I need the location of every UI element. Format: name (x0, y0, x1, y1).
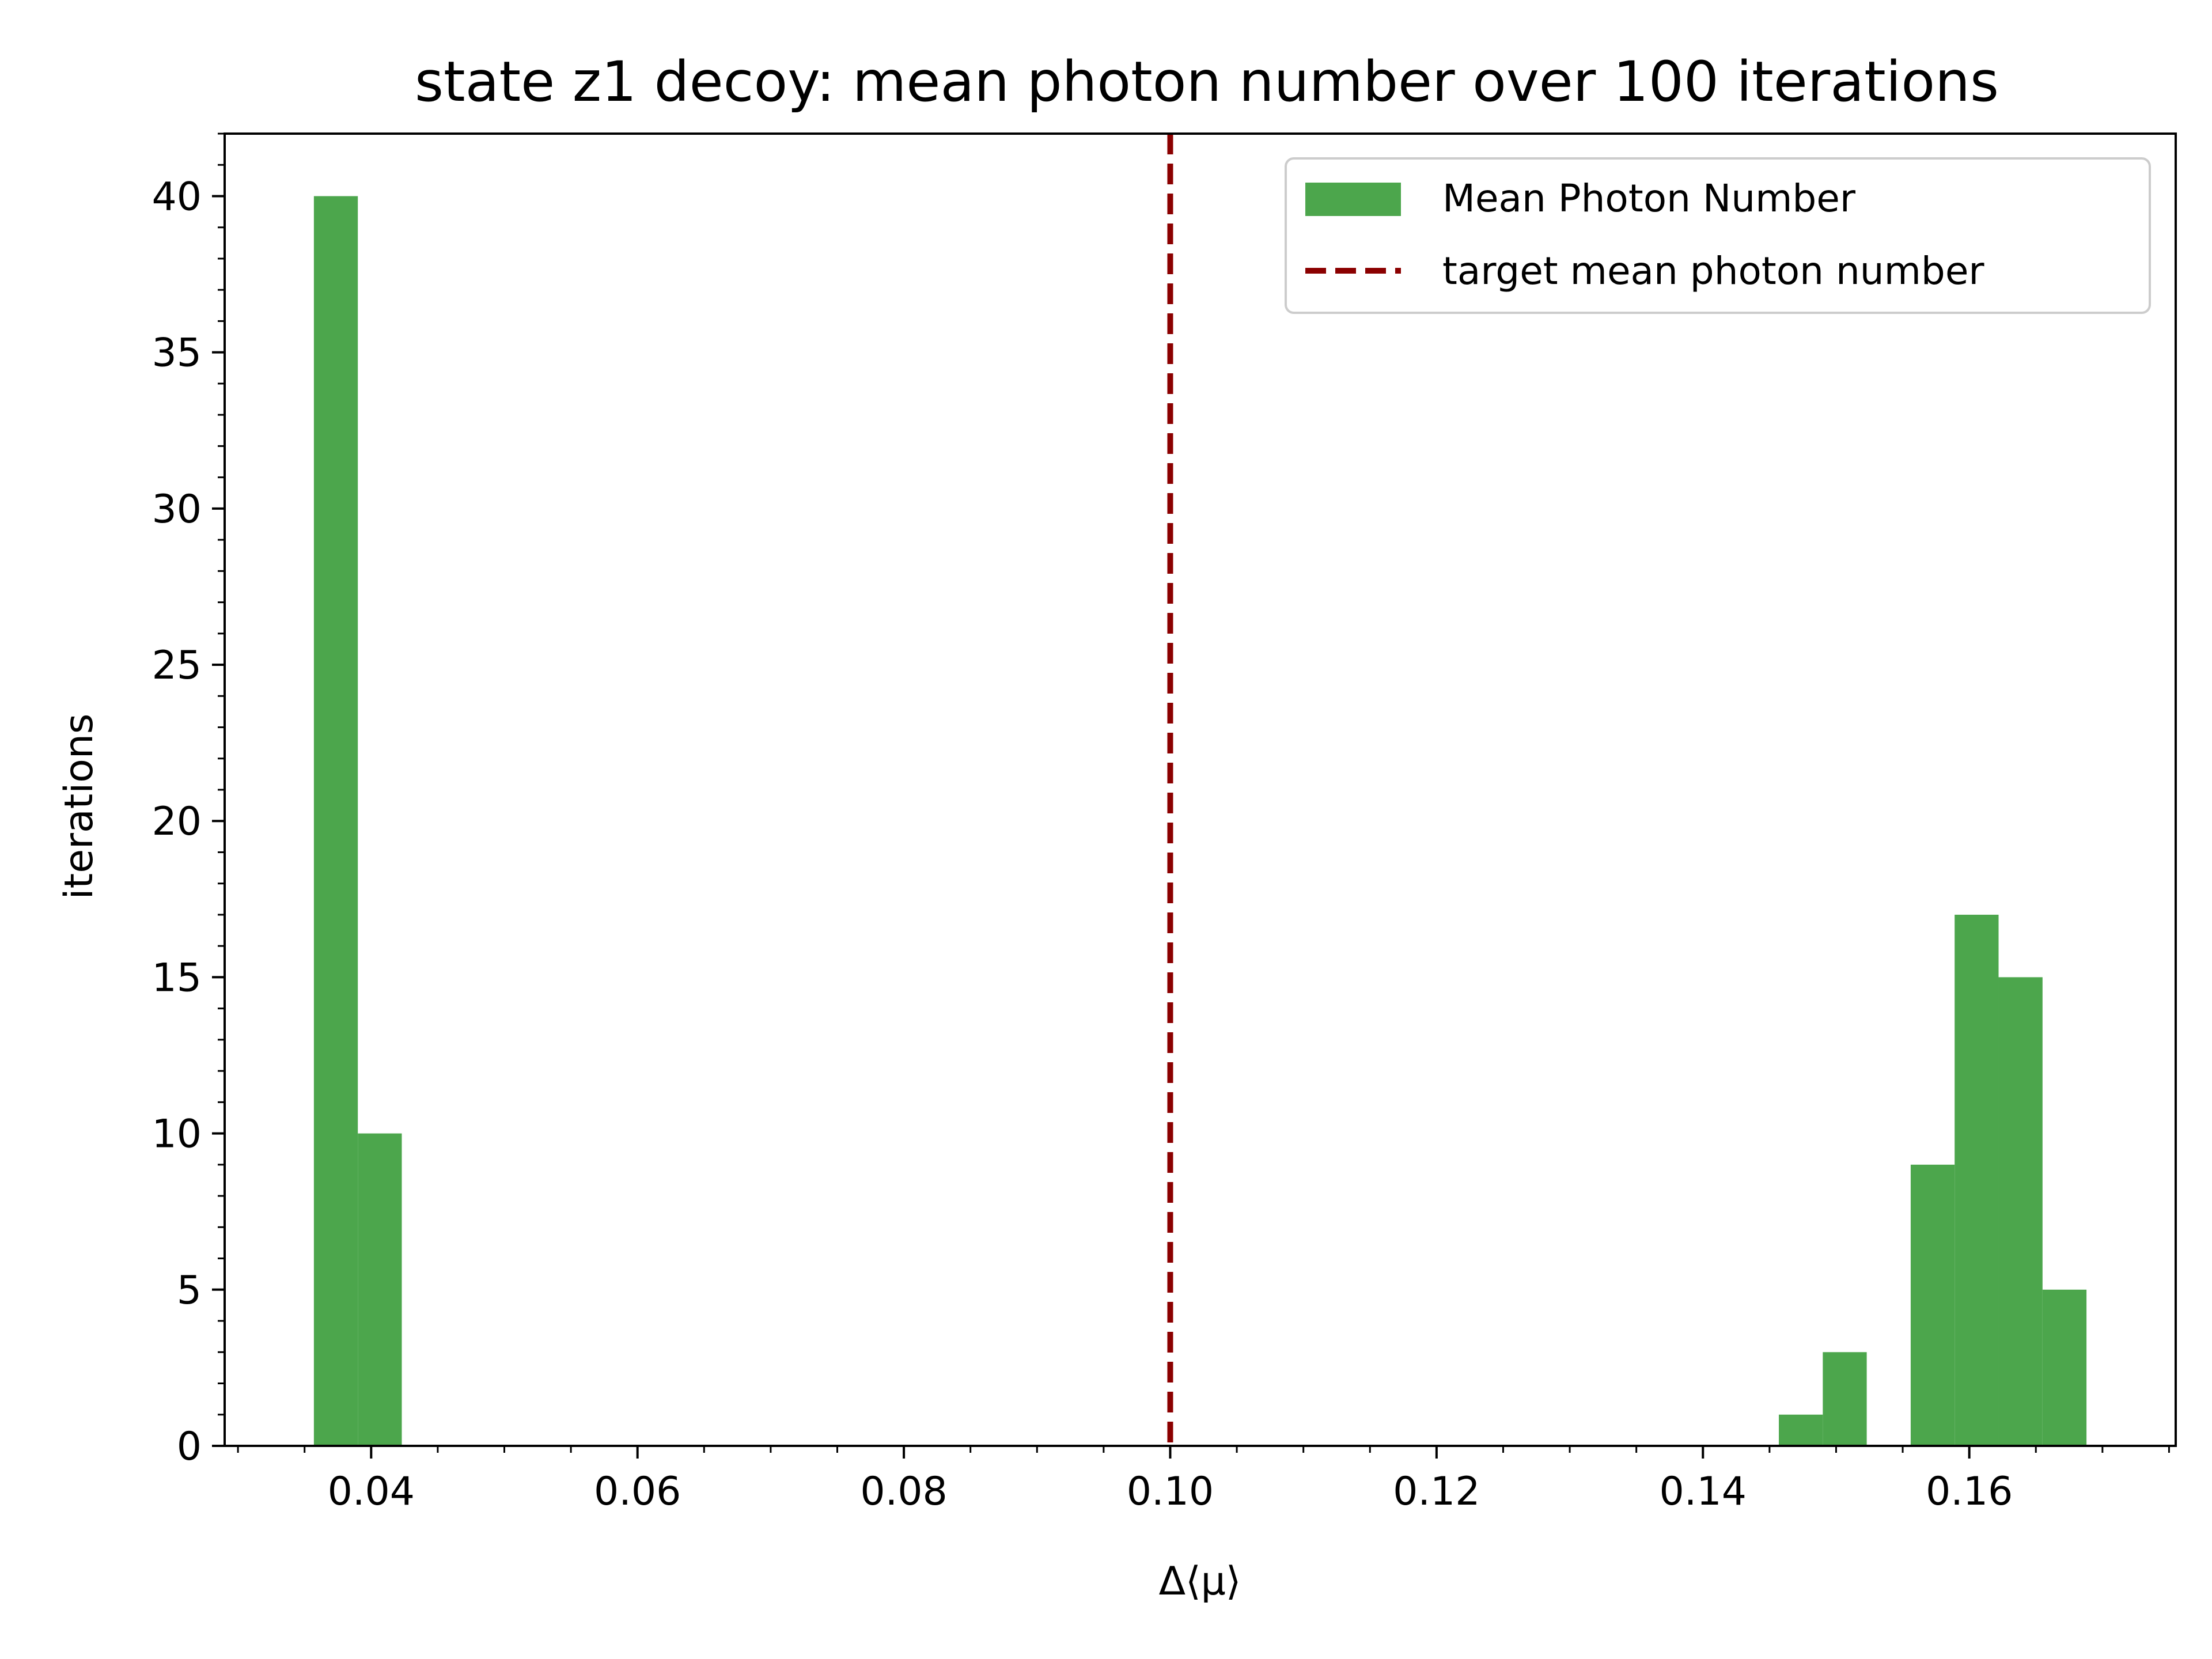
legend: Mean Photon Number target mean photon num… (1285, 157, 2151, 314)
y-tick-label-4: 20 (151, 799, 202, 844)
x-tick-label-4: 0.12 (1393, 1469, 1480, 1514)
y-axis-label: iterations (56, 714, 102, 900)
histogram-bars (313, 196, 2087, 1446)
y-tick-label-8: 40 (151, 174, 202, 219)
y-tick-label-5: 25 (151, 643, 202, 688)
histogram-bar-1 (358, 1133, 402, 1446)
histogram-bar-7 (2042, 1289, 2087, 1446)
chart-title: state z1 decoy: mean photon number over … (415, 50, 1999, 114)
x-tick-label-0: 0.04 (328, 1469, 415, 1514)
legend-box (1285, 157, 2151, 314)
histogram-bar-4 (1910, 1164, 1955, 1446)
y-axis: 0 5 10 15 20 25 30 35 40 (151, 132, 225, 1469)
y-tick-label-7: 35 (151, 331, 202, 376)
histogram-bar-0 (313, 196, 358, 1446)
histogram-bar-5 (1955, 914, 1999, 1446)
plot-frame (224, 132, 2177, 1447)
histogram-bar-2 (1779, 1414, 1823, 1446)
legend-swatch-mean-photon-number (1305, 183, 1401, 216)
legend-label-target-mean-photon-number: target mean photon number (1442, 249, 1984, 293)
x-tick-label-2: 0.08 (860, 1469, 947, 1514)
y-tick-label-2: 10 (151, 1112, 202, 1157)
y-tick-label-1: 5 (177, 1268, 202, 1313)
x-tick-label-6: 0.16 (1926, 1469, 2013, 1514)
x-axis-label: Δ⟨μ⟩ (1159, 1559, 1241, 1604)
x-tick-label-1: 0.06 (594, 1469, 681, 1514)
histogram-bar-6 (1998, 977, 2043, 1446)
legend-label-mean-photon-number: Mean Photon Number (1442, 176, 1856, 221)
x-tick-label-3: 0.10 (1127, 1469, 1214, 1514)
y-tick-label-6: 30 (151, 487, 202, 532)
x-axis: 0.04 0.06 0.08 0.10 0.12 0.14 0.16 (237, 1446, 2170, 1514)
x-tick-label-5: 0.14 (1660, 1469, 1747, 1514)
histogram-bar-3 (1823, 1352, 1867, 1446)
y-tick-label-3: 15 (151, 955, 202, 1001)
y-tick-label-0: 0 (177, 1424, 202, 1469)
